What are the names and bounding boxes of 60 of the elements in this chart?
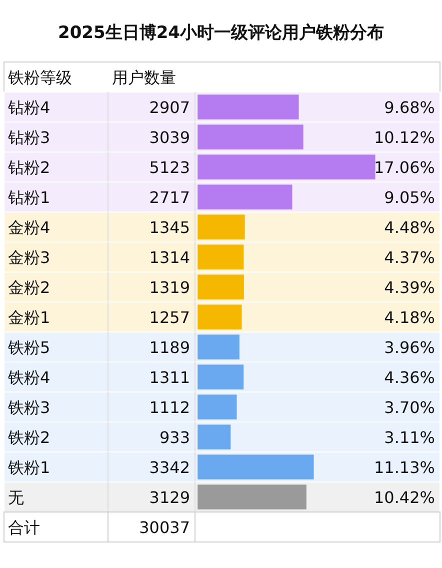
text: 933 bbox=[159, 428, 190, 447]
y-tick-label: 金粉3 bbox=[8, 248, 50, 267]
bar bbox=[198, 304, 242, 330]
text: 2907 bbox=[149, 98, 190, 117]
bar bbox=[198, 394, 237, 420]
y-tick-label: 钻粉2 bbox=[7, 158, 50, 177]
y-tick-label: 钻粉3 bbox=[7, 128, 50, 147]
text: 3129 bbox=[149, 488, 190, 507]
data-label: 3.11% bbox=[384, 428, 435, 447]
y-axis-title: 铁粉等级 bbox=[7, 68, 72, 87]
data-label: 4.36% bbox=[384, 368, 435, 387]
text: 5123 bbox=[149, 158, 190, 177]
data-label: 3.96% bbox=[384, 338, 435, 357]
data-label: 4.48% bbox=[384, 218, 435, 237]
y-tick-label: 铁粉2 bbox=[7, 428, 50, 447]
data-label: 4.18% bbox=[384, 308, 435, 327]
text: 1314 bbox=[149, 248, 190, 267]
bar bbox=[198, 184, 292, 210]
bar bbox=[198, 364, 244, 390]
y-tick-label: 铁粉5 bbox=[7, 338, 50, 357]
data-label: 10.12% bbox=[374, 128, 435, 147]
data-label: 17.06% bbox=[374, 158, 435, 177]
text: 合计 bbox=[8, 518, 40, 537]
text: 1311 bbox=[149, 368, 190, 387]
text: 3039 bbox=[149, 128, 190, 147]
y-tick-label: 铁粉4 bbox=[7, 368, 50, 387]
data-label: 3.70% bbox=[384, 398, 435, 417]
text: 用户数量 bbox=[112, 68, 176, 87]
y-tick-label: 无 bbox=[8, 488, 24, 507]
data-label: 10.42% bbox=[374, 488, 435, 507]
y-tick-label: 钻粉4 bbox=[7, 98, 50, 117]
bar bbox=[198, 424, 231, 450]
text: 30037 bbox=[139, 518, 190, 537]
text: 3342 bbox=[149, 458, 190, 477]
y-tick-label: 金粉1 bbox=[8, 308, 50, 327]
bar bbox=[198, 454, 314, 480]
bar bbox=[198, 274, 244, 300]
bar bbox=[198, 214, 245, 240]
text: 2717 bbox=[149, 188, 190, 207]
bar bbox=[198, 124, 304, 150]
bar bbox=[198, 244, 244, 270]
chart-title: 2025生日博24小时一级评论用户铁粉分布 bbox=[58, 23, 384, 43]
text: 1189 bbox=[149, 338, 190, 357]
data-label: 4.37% bbox=[384, 248, 435, 267]
bar bbox=[198, 484, 306, 510]
data-label: 4.39% bbox=[384, 278, 435, 297]
y-tick-label: 铁粉1 bbox=[7, 458, 50, 477]
y-tick-label: 钻粉1 bbox=[7, 188, 50, 207]
text: 1319 bbox=[149, 278, 190, 297]
data-label: 9.68% bbox=[384, 98, 435, 117]
y-tick-label: 金粉4 bbox=[8, 218, 50, 237]
data-label: 11.13% bbox=[374, 458, 435, 477]
y-tick-label: 铁粉3 bbox=[7, 398, 50, 417]
bar bbox=[198, 94, 299, 120]
bar bbox=[198, 334, 240, 360]
text: 1257 bbox=[149, 308, 190, 327]
text: 1345 bbox=[149, 218, 190, 237]
text: 1112 bbox=[149, 398, 190, 417]
data-label: 9.05% bbox=[384, 188, 435, 207]
y-tick-label: 金粉2 bbox=[8, 278, 50, 297]
